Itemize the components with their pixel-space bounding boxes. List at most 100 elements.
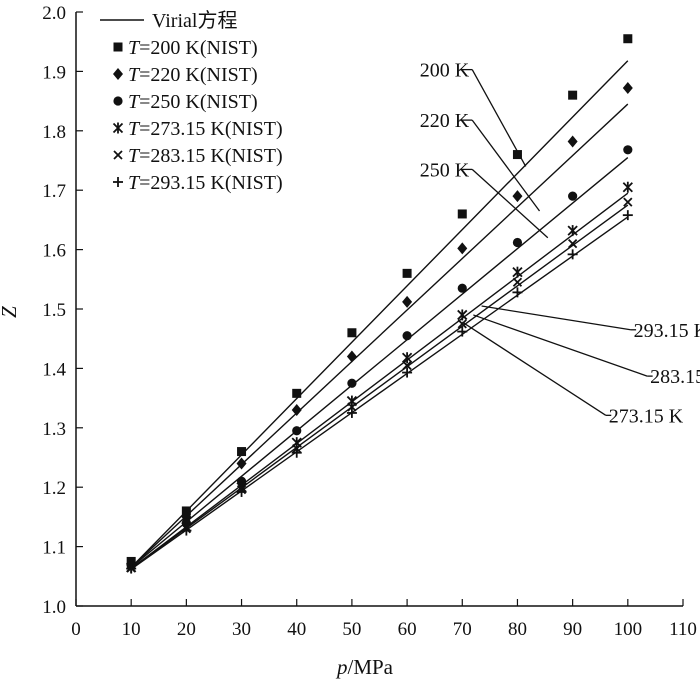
x-tick-label: 60 xyxy=(398,619,417,640)
x-tick-label: 70 xyxy=(453,619,472,640)
y-tick-label: 1.9 xyxy=(42,62,66,83)
x-tick-label: 110 xyxy=(669,619,697,640)
y-tick-label: 1.0 xyxy=(42,597,66,618)
data-point-diamond xyxy=(402,295,413,308)
y-tick-label: 1.3 xyxy=(42,419,66,440)
data-point-circle xyxy=(292,426,302,436)
data-point-circle xyxy=(402,331,412,341)
annotation-label: 273.15 K xyxy=(609,405,684,427)
data-point-diamond xyxy=(622,82,633,95)
y-tick-label: 1.7 xyxy=(42,181,66,202)
data-point-diamond xyxy=(457,242,468,255)
y-tick-label: 1.5 xyxy=(42,300,66,321)
annotation-label: 220 K xyxy=(420,110,470,132)
legend-marker-plus xyxy=(113,177,123,187)
annotation-leader xyxy=(473,314,648,377)
annotation-label: 283.15 K xyxy=(650,366,700,388)
legend-marker-asterisk xyxy=(112,122,124,134)
data-point-square xyxy=(512,150,522,160)
annotation-leader xyxy=(461,321,607,416)
data-point-plus xyxy=(181,525,192,536)
data-point-square xyxy=(402,268,412,278)
x-tick-label: 10 xyxy=(122,619,141,640)
legend-label: T=273.15 K(NIST) xyxy=(128,118,283,140)
legend-marker-diamond xyxy=(113,68,123,80)
data-point-diamond xyxy=(346,350,357,363)
annotations: 200 K 220 K 250 K 293.15 K 283.15 K 273.15 K xyxy=(420,60,700,428)
data-point-plus xyxy=(346,407,357,418)
legend-label: T=200 K(NIST) xyxy=(128,37,258,59)
data-point-square xyxy=(623,34,633,44)
legend-label: T=293.15 K(NIST) xyxy=(128,172,283,194)
data-point-circle xyxy=(623,145,633,155)
data-point-plus xyxy=(236,486,247,497)
data-point-circle xyxy=(512,237,523,248)
legend-marker-square xyxy=(113,42,123,52)
legend-marker-circle xyxy=(113,96,123,106)
data-point-plus xyxy=(126,563,137,574)
annotation-leader xyxy=(471,119,541,212)
data-point-plus xyxy=(567,249,578,260)
virial-line xyxy=(130,204,629,570)
x-tick-label: 100 xyxy=(614,619,643,640)
x-tick-label: 20 xyxy=(177,619,196,640)
axes: 0 10 20 30 40 50 60 70 80 90 100 110 1.0 1.1 1.2 1.3 1.4… xyxy=(42,3,697,640)
legend-label: T=283.15 K(NIST) xyxy=(128,145,283,167)
data-point-plus xyxy=(622,210,633,221)
annotation-leader xyxy=(471,69,527,167)
data-point-cross xyxy=(623,197,633,207)
data-point-square xyxy=(237,447,247,457)
y-axis-label: Z xyxy=(0,306,21,318)
y-tick-label: 1.1 xyxy=(42,538,66,559)
data-point-circle xyxy=(568,191,578,201)
virial-lines xyxy=(130,60,629,570)
data-point-square xyxy=(568,90,578,100)
data-point-square xyxy=(347,328,357,338)
data-point-cross xyxy=(567,239,578,249)
x-axis-unit: /MPa xyxy=(347,655,393,679)
data-point-square xyxy=(292,388,302,398)
data-point-diamond xyxy=(236,457,247,470)
x-tick-label: 80 xyxy=(508,619,527,640)
annotation-label: 293.15 K xyxy=(634,320,700,342)
x-tick-label: 90 xyxy=(563,619,582,640)
data-point-circle xyxy=(457,283,467,293)
data-point-plus xyxy=(291,447,302,458)
annotation-label: 200 K xyxy=(420,60,470,82)
data-point-asterisk xyxy=(567,225,578,237)
data-point-plus xyxy=(512,287,523,298)
data-point-square xyxy=(457,209,467,219)
y-tick-label: 1.6 xyxy=(42,241,66,262)
data-point-diamond xyxy=(291,403,302,416)
virial-line xyxy=(130,156,629,568)
data-point-circle xyxy=(347,378,357,388)
x-tick-label: 30 xyxy=(232,619,251,640)
legend: Virial方程 T=200 K(NIST) T=220 K(NIST) T=250 … xyxy=(100,9,283,194)
data-point-plus xyxy=(457,326,468,337)
data-point-diamond xyxy=(512,190,523,203)
data-point-cross xyxy=(512,277,523,287)
nist-points xyxy=(126,34,633,574)
y-tick-label: 2.0 xyxy=(42,3,66,24)
data-point-cross xyxy=(402,360,412,371)
data-point-plus xyxy=(402,367,413,378)
x-tick-label: 40 xyxy=(287,619,306,640)
annotation-leader xyxy=(481,305,631,331)
x-axis-var: p xyxy=(335,655,348,679)
data-point-asterisk xyxy=(457,309,468,321)
y-tick-label: 1.8 xyxy=(42,122,66,143)
legend-marker-cross xyxy=(113,150,123,160)
data-point-circle xyxy=(236,476,247,486)
legend-label: T=250 K(NIST) xyxy=(128,91,258,113)
data-point-cross xyxy=(347,402,357,412)
virial-line xyxy=(130,60,629,568)
legend-label: T=220 K(NIST) xyxy=(128,64,258,86)
data-point-asterisk xyxy=(622,181,633,193)
data-point-diamond xyxy=(567,135,578,148)
data-point-asterisk xyxy=(401,352,413,364)
y-tick-label: 1.2 xyxy=(42,478,66,499)
y-tick-label: 1.4 xyxy=(42,359,66,380)
legend-label-virial: Virial方程 xyxy=(152,9,237,32)
x-axis-label: p/MPa xyxy=(335,655,394,679)
